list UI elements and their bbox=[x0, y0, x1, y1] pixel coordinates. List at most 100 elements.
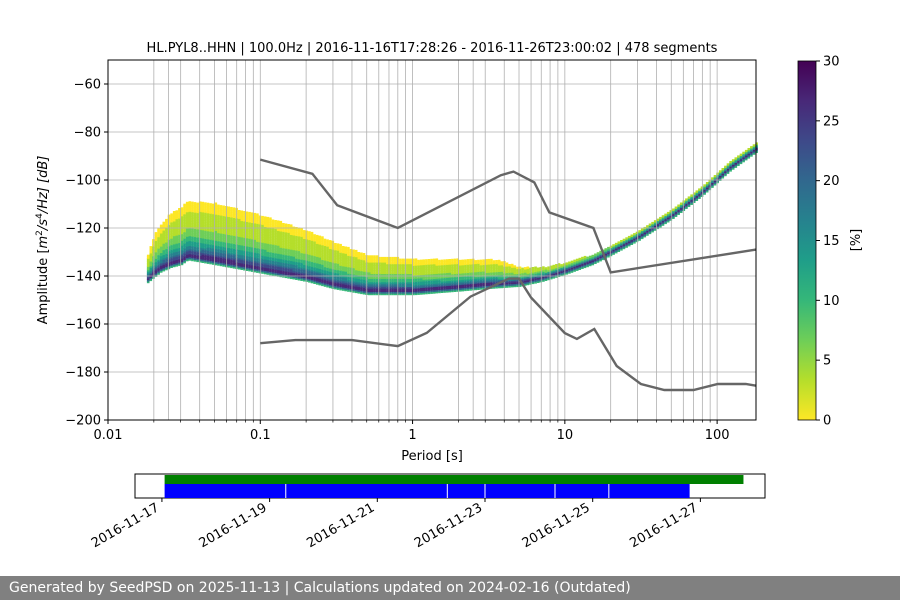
heatmap-cell bbox=[607, 253, 610, 256]
heatmap-cell bbox=[149, 270, 153, 273]
heatmap-cell bbox=[347, 287, 350, 291]
heatmap-cell bbox=[232, 215, 236, 218]
heatmap-cell bbox=[297, 229, 301, 232]
heatmap-cell bbox=[175, 220, 179, 223]
heatmap-cell bbox=[687, 196, 691, 199]
heatmap-cell bbox=[209, 234, 212, 237]
heatmap-cell bbox=[183, 207, 186, 210]
heatmap-cell bbox=[526, 273, 530, 276]
heatmap-cell bbox=[274, 224, 277, 228]
heatmap-cell bbox=[167, 258, 171, 261]
heatmap-cell bbox=[360, 254, 363, 257]
heatmap-cell bbox=[315, 254, 319, 257]
heatmap-cell bbox=[409, 281, 413, 284]
heatmap-cell bbox=[243, 211, 246, 214]
heatmap-cell bbox=[349, 288, 353, 291]
heatmap-cell bbox=[373, 292, 376, 296]
heatmap-cell bbox=[679, 205, 683, 209]
heatmap-cell bbox=[256, 255, 259, 259]
heatmap-cell bbox=[206, 241, 210, 245]
heatmap-cell bbox=[292, 251, 296, 254]
heatmap-cell bbox=[167, 245, 171, 248]
heatmap-cell bbox=[500, 266, 504, 269]
heatmap-cell bbox=[284, 244, 288, 248]
heatmap-cell bbox=[302, 246, 306, 249]
heatmap-cell bbox=[674, 209, 678, 213]
heatmap-cell bbox=[183, 236, 186, 239]
heatmap-cell bbox=[474, 268, 478, 271]
heatmap-cell bbox=[196, 241, 199, 245]
heatmap-cell bbox=[555, 275, 558, 278]
heatmap-cell bbox=[253, 270, 257, 273]
heatmap-cell bbox=[219, 254, 223, 257]
heatmap-cell bbox=[536, 272, 540, 275]
heatmap-cell bbox=[237, 241, 241, 244]
heatmap-cell bbox=[731, 160, 735, 164]
heatmap-cell bbox=[419, 266, 423, 269]
heatmap-cell bbox=[531, 273, 535, 276]
heatmap-cell bbox=[165, 243, 168, 246]
heatmap-cell bbox=[378, 291, 381, 294]
heatmap-cell bbox=[484, 270, 488, 273]
heatmap-cell bbox=[183, 221, 186, 225]
heatmap-cell bbox=[373, 256, 376, 260]
heatmap-cell bbox=[276, 222, 280, 225]
heatmap-cell bbox=[146, 261, 150, 264]
heatmap-cell bbox=[201, 231, 205, 234]
heatmap-cell bbox=[191, 229, 194, 232]
heatmap-cell bbox=[227, 244, 231, 247]
heatmap-cell bbox=[542, 269, 545, 272]
heatmap-cell bbox=[518, 273, 522, 276]
heatmap-cell bbox=[318, 253, 322, 256]
heatmap-cell bbox=[295, 230, 298, 233]
heatmap-cell bbox=[250, 261, 254, 264]
heatmap-cell bbox=[250, 228, 254, 232]
heatmap-cell bbox=[217, 229, 220, 232]
heatmap-cell bbox=[326, 249, 329, 252]
heatmap-cell bbox=[586, 259, 589, 263]
heatmap-cell bbox=[341, 275, 345, 278]
heatmap-cell bbox=[739, 160, 743, 163]
heatmap-cell bbox=[284, 228, 288, 231]
heatmap-cell bbox=[422, 275, 426, 279]
heatmap-cell bbox=[248, 238, 251, 241]
heatmap-cell bbox=[302, 270, 306, 274]
heatmap-cell bbox=[326, 242, 329, 245]
heatmap-cell bbox=[482, 272, 485, 275]
heatmap-cell bbox=[162, 231, 166, 234]
heatmap-cell bbox=[175, 211, 179, 215]
heatmap-cell bbox=[445, 273, 449, 277]
heatmap-cell bbox=[297, 248, 301, 252]
heatmap-cell bbox=[724, 165, 727, 169]
heatmap-cell bbox=[266, 230, 270, 233]
heatmap-cell bbox=[165, 238, 168, 241]
heatmap-cell bbox=[412, 270, 415, 273]
heatmap-cell bbox=[729, 167, 732, 170]
heatmap-cell bbox=[196, 253, 199, 256]
heatmap-cell bbox=[490, 268, 493, 271]
heatmap-cell bbox=[222, 205, 225, 208]
heatmap-cell bbox=[318, 250, 322, 253]
heatmap-cell bbox=[440, 269, 444, 272]
heatmap-cell bbox=[302, 275, 306, 279]
heatmap-cell bbox=[263, 245, 267, 249]
heatmap-cell bbox=[594, 256, 597, 260]
heatmap-cell bbox=[427, 270, 431, 273]
heatmap-cell bbox=[362, 292, 366, 295]
heatmap-cell bbox=[193, 259, 197, 262]
heatmap-cell bbox=[357, 261, 361, 265]
heatmap-cell bbox=[323, 272, 327, 276]
heatmap-cell bbox=[204, 230, 207, 233]
heatmap-cell bbox=[505, 285, 509, 288]
heatmap-cell bbox=[448, 278, 452, 281]
heatmap-cell bbox=[305, 235, 309, 238]
heatmap-cell bbox=[425, 280, 428, 283]
heatmap-cell bbox=[360, 255, 363, 259]
heatmap-cell bbox=[456, 261, 459, 265]
heatmap-cell bbox=[544, 272, 548, 275]
heatmap-cell bbox=[237, 242, 241, 246]
heatmap-cell bbox=[469, 285, 472, 288]
heatmap-cell bbox=[183, 210, 186, 213]
heatmap-cell bbox=[367, 286, 371, 289]
heatmap-cell bbox=[391, 256, 394, 260]
